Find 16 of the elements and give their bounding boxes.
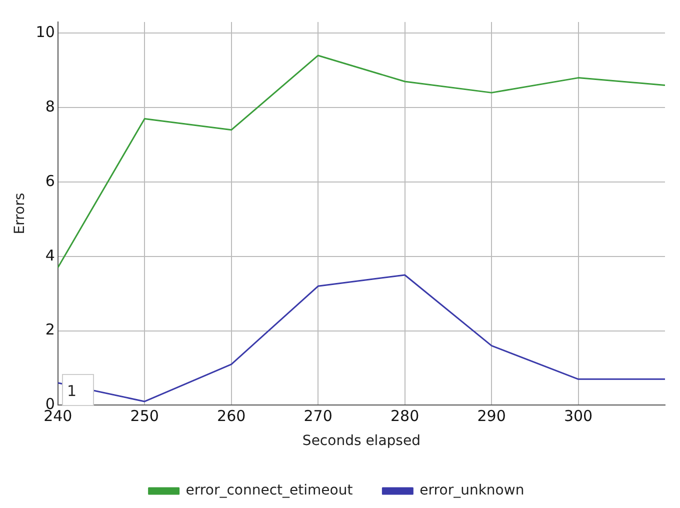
y-tick-label: 8 bbox=[45, 97, 55, 116]
x-tick-label: 290 bbox=[477, 407, 506, 426]
y-tick-label: 4 bbox=[45, 246, 55, 264]
y-tick-label: 2 bbox=[45, 320, 55, 339]
legend-label: error_connect_etimeout bbox=[186, 482, 354, 499]
y-tick-label: 10 bbox=[36, 23, 55, 42]
x-tick-label: 300 bbox=[564, 407, 593, 426]
x-tick-label: 280 bbox=[390, 407, 420, 426]
x-tick-label: 260 bbox=[217, 407, 246, 426]
y-axis-title: Errors bbox=[12, 192, 28, 234]
x-axis-title: Seconds elapsed bbox=[302, 433, 420, 450]
y-tick-label: 6 bbox=[45, 172, 55, 190]
x-tick-label: 250 bbox=[130, 407, 159, 426]
legend-label: error_unknown bbox=[420, 482, 524, 499]
annotation: 1 bbox=[62, 374, 94, 406]
x-tick-label: 270 bbox=[304, 407, 332, 426]
